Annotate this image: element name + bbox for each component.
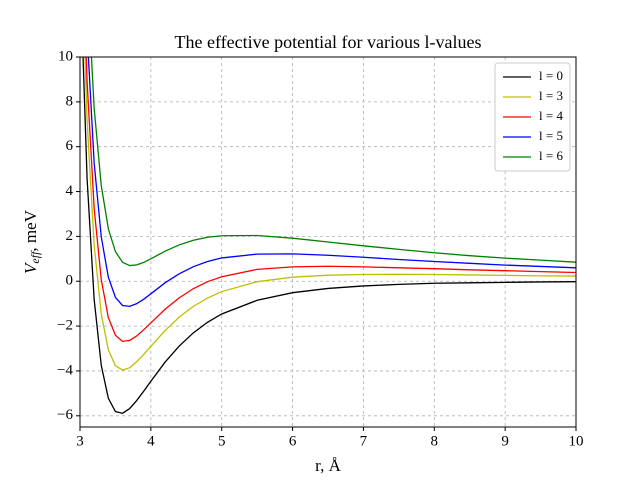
y-tick-label: 0 bbox=[66, 273, 74, 289]
series-line bbox=[82, 57, 576, 415]
series-line bbox=[85, 57, 576, 343]
y-label-subscript: eff bbox=[28, 250, 42, 264]
legend-label: l = 4 bbox=[539, 108, 563, 123]
x-axis-label: r, Å bbox=[315, 456, 341, 475]
legend-label: l = 5 bbox=[539, 128, 563, 143]
legend-label: l = 3 bbox=[539, 88, 563, 103]
plot-frame bbox=[79, 56, 577, 428]
x-tick-label: 9 bbox=[501, 433, 509, 449]
legend-label: l = 6 bbox=[539, 148, 563, 163]
y-tick-label: −2 bbox=[57, 318, 73, 334]
series-line bbox=[87, 57, 576, 308]
series-line bbox=[84, 57, 576, 371]
y-axis-label: Veff, meV bbox=[21, 209, 42, 274]
y-tick-label: −4 bbox=[57, 362, 73, 378]
legend-box bbox=[494, 62, 571, 172]
plot-lines bbox=[82, 57, 576, 415]
y-tick-label: 8 bbox=[66, 93, 74, 109]
y-tick-label: 4 bbox=[66, 183, 74, 199]
y-tick-label: 2 bbox=[66, 228, 74, 244]
x-tick-label: 3 bbox=[76, 433, 84, 449]
y-label-symbol: V bbox=[21, 261, 40, 274]
y-tick-label: 10 bbox=[58, 48, 73, 64]
chart-title: The effective potential for various l-va… bbox=[174, 32, 481, 52]
x-tick-label: 6 bbox=[289, 433, 297, 449]
x-tick-label: 4 bbox=[147, 433, 155, 449]
series-line bbox=[90, 57, 576, 267]
y-tick-label: −6 bbox=[57, 407, 73, 423]
x-tick-label: 8 bbox=[431, 433, 439, 449]
y-tick-label: 6 bbox=[66, 138, 74, 154]
x-tick-label: 5 bbox=[218, 433, 226, 449]
x-tick-label: 7 bbox=[360, 433, 368, 449]
x-tick-label: 10 bbox=[569, 433, 584, 449]
legend-label: l = 0 bbox=[539, 68, 563, 83]
y-label-unit: , meV bbox=[21, 209, 40, 251]
